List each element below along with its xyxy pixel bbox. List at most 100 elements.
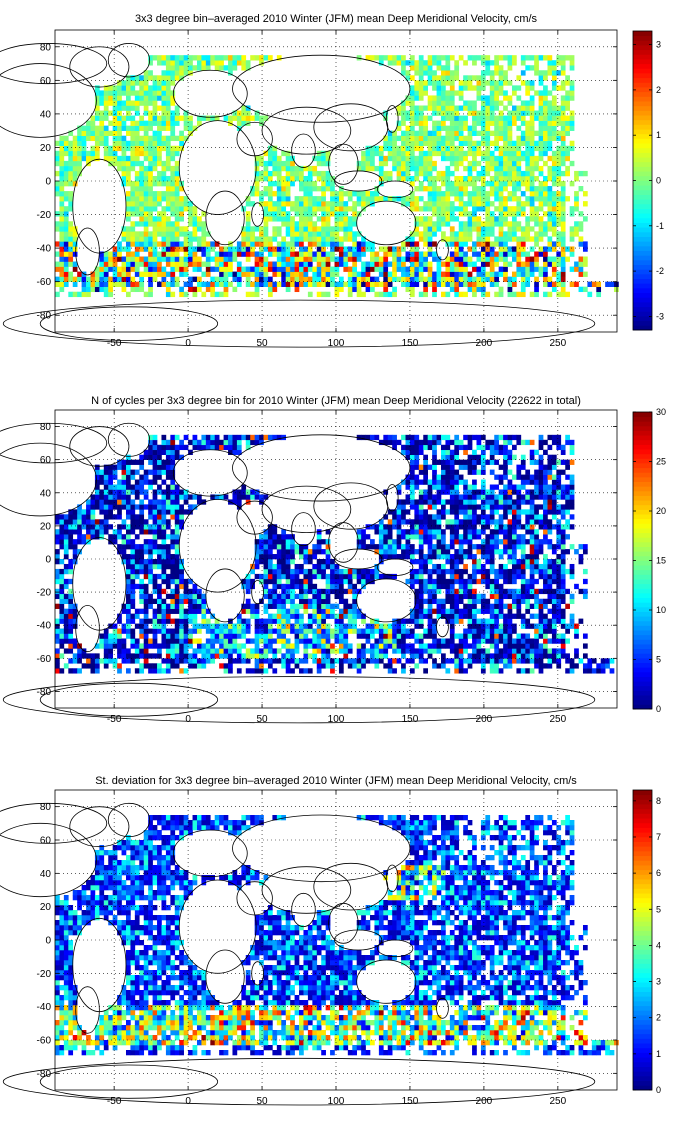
- heatmap-cell: [467, 216, 473, 222]
- heatmap-cell: [285, 170, 291, 177]
- heatmap-cell: [285, 241, 291, 247]
- heatmap-cell: [59, 559, 65, 565]
- heatmap-cell: [507, 95, 513, 101]
- heatmap-cell: [72, 160, 78, 167]
- heatmap-cell: [94, 529, 100, 535]
- heatmap-cell: [511, 231, 517, 237]
- heatmap-cell: [165, 658, 171, 664]
- heatmap-cell: [196, 266, 202, 272]
- heatmap-cell: [316, 638, 322, 644]
- heatmap-cell: [259, 226, 264, 232]
- heatmap-cell: [418, 181, 424, 187]
- heatmap-cell: [374, 638, 380, 644]
- heatmap-cell: [174, 658, 180, 664]
- heatmap-cell: [494, 80, 499, 86]
- heatmap-cell: [352, 256, 358, 262]
- heatmap-cell: [143, 469, 149, 475]
- heatmap-cell: [316, 628, 322, 634]
- heatmap-cell: [259, 539, 264, 545]
- heatmap-cell: [250, 241, 255, 247]
- heatmap-cell: [170, 499, 176, 505]
- heatmap-cell: [423, 186, 428, 192]
- heatmap-cell: [511, 60, 517, 66]
- heatmap-cell: [303, 211, 309, 217]
- heatmap-cell: [396, 105, 402, 111]
- heatmap-cell: [312, 155, 318, 162]
- heatmap-cell: [183, 226, 189, 232]
- heatmap-cell: [347, 256, 353, 262]
- heatmap-cell: [525, 266, 531, 272]
- heatmap-cell: [259, 559, 264, 565]
- heatmap-cell: [343, 256, 349, 262]
- heatmap-cell: [112, 276, 118, 282]
- heatmap-cell: [427, 246, 433, 252]
- heatmap-cell: [161, 638, 167, 644]
- heatmap-cell: [192, 623, 198, 629]
- heatmap-cell: [383, 266, 389, 272]
- heatmap-cell: [117, 643, 122, 649]
- heatmap-cell: [427, 276, 433, 282]
- heatmap-cell: [312, 643, 318, 649]
- heatmap-cell: [267, 628, 273, 634]
- heatmap-cell: [529, 186, 535, 192]
- heatmap-cell: [285, 668, 291, 674]
- heatmap-cell: [449, 55, 455, 61]
- heatmap-cell: [157, 519, 162, 525]
- heatmap-cell: [139, 150, 145, 157]
- heatmap-cell: [276, 266, 282, 272]
- heatmap-cell: [334, 578, 340, 585]
- heatmap-cell: [228, 60, 233, 66]
- heatmap-cell: [196, 120, 202, 126]
- heatmap-cell: [551, 65, 557, 71]
- heatmap-cell: [214, 251, 220, 257]
- heatmap-cell: [276, 568, 282, 575]
- heatmap-cell: [183, 444, 189, 451]
- heatmap-cell: [157, 668, 162, 674]
- heatmap-cell: [290, 648, 295, 654]
- heatmap-cell: [409, 181, 415, 187]
- colorbar-segment: [633, 217, 652, 223]
- heatmap-cell: [321, 613, 326, 619]
- heatmap-cell: [485, 55, 491, 61]
- heatmap-cell: [449, 140, 455, 147]
- heatmap-cell: [551, 271, 557, 277]
- heatmap-cell: [365, 160, 371, 167]
- heatmap-cell: [565, 256, 570, 262]
- heatmap-cell: [174, 504, 180, 510]
- heatmap-cell: [174, 256, 180, 262]
- heatmap-cell: [534, 140, 539, 147]
- heatmap-cell: [59, 196, 65, 202]
- heatmap-cell: [281, 643, 287, 649]
- heatmap-cell: [516, 211, 522, 217]
- heatmap-cell: [99, 281, 105, 287]
- heatmap-cell: [143, 608, 149, 614]
- heatmap-cell: [383, 160, 389, 167]
- heatmap-cell: [507, 125, 513, 131]
- heatmap-cell: [63, 623, 69, 629]
- heatmap-cell: [152, 464, 158, 470]
- heatmap-cell: [343, 266, 349, 272]
- heatmap-cell: [409, 251, 415, 257]
- heatmap-cell: [569, 231, 575, 237]
- heatmap-cell: [72, 509, 78, 515]
- heatmap-cell: [134, 246, 140, 252]
- heatmap-cell: [574, 196, 579, 202]
- heatmap-cell: [161, 206, 167, 212]
- heatmap-cell: [59, 165, 65, 172]
- heatmap-cell: [529, 150, 535, 157]
- heatmap-cell: [338, 638, 344, 644]
- heatmap-cell: [290, 256, 295, 262]
- heatmap-cell: [174, 618, 180, 624]
- heatmap-cell: [157, 125, 162, 131]
- heatmap-cell: [63, 211, 69, 217]
- heatmap-cell: [170, 504, 176, 510]
- heatmap-cell: [130, 231, 136, 237]
- heatmap-cell: [152, 145, 158, 152]
- heatmap-cell: [467, 246, 473, 252]
- heatmap-cell: [392, 130, 397, 136]
- heatmap-cell: [551, 286, 557, 293]
- heatmap-cell: [569, 60, 575, 66]
- heatmap-cell: [321, 663, 326, 669]
- heatmap-cell: [170, 588, 176, 595]
- heatmap-cell: [272, 266, 278, 272]
